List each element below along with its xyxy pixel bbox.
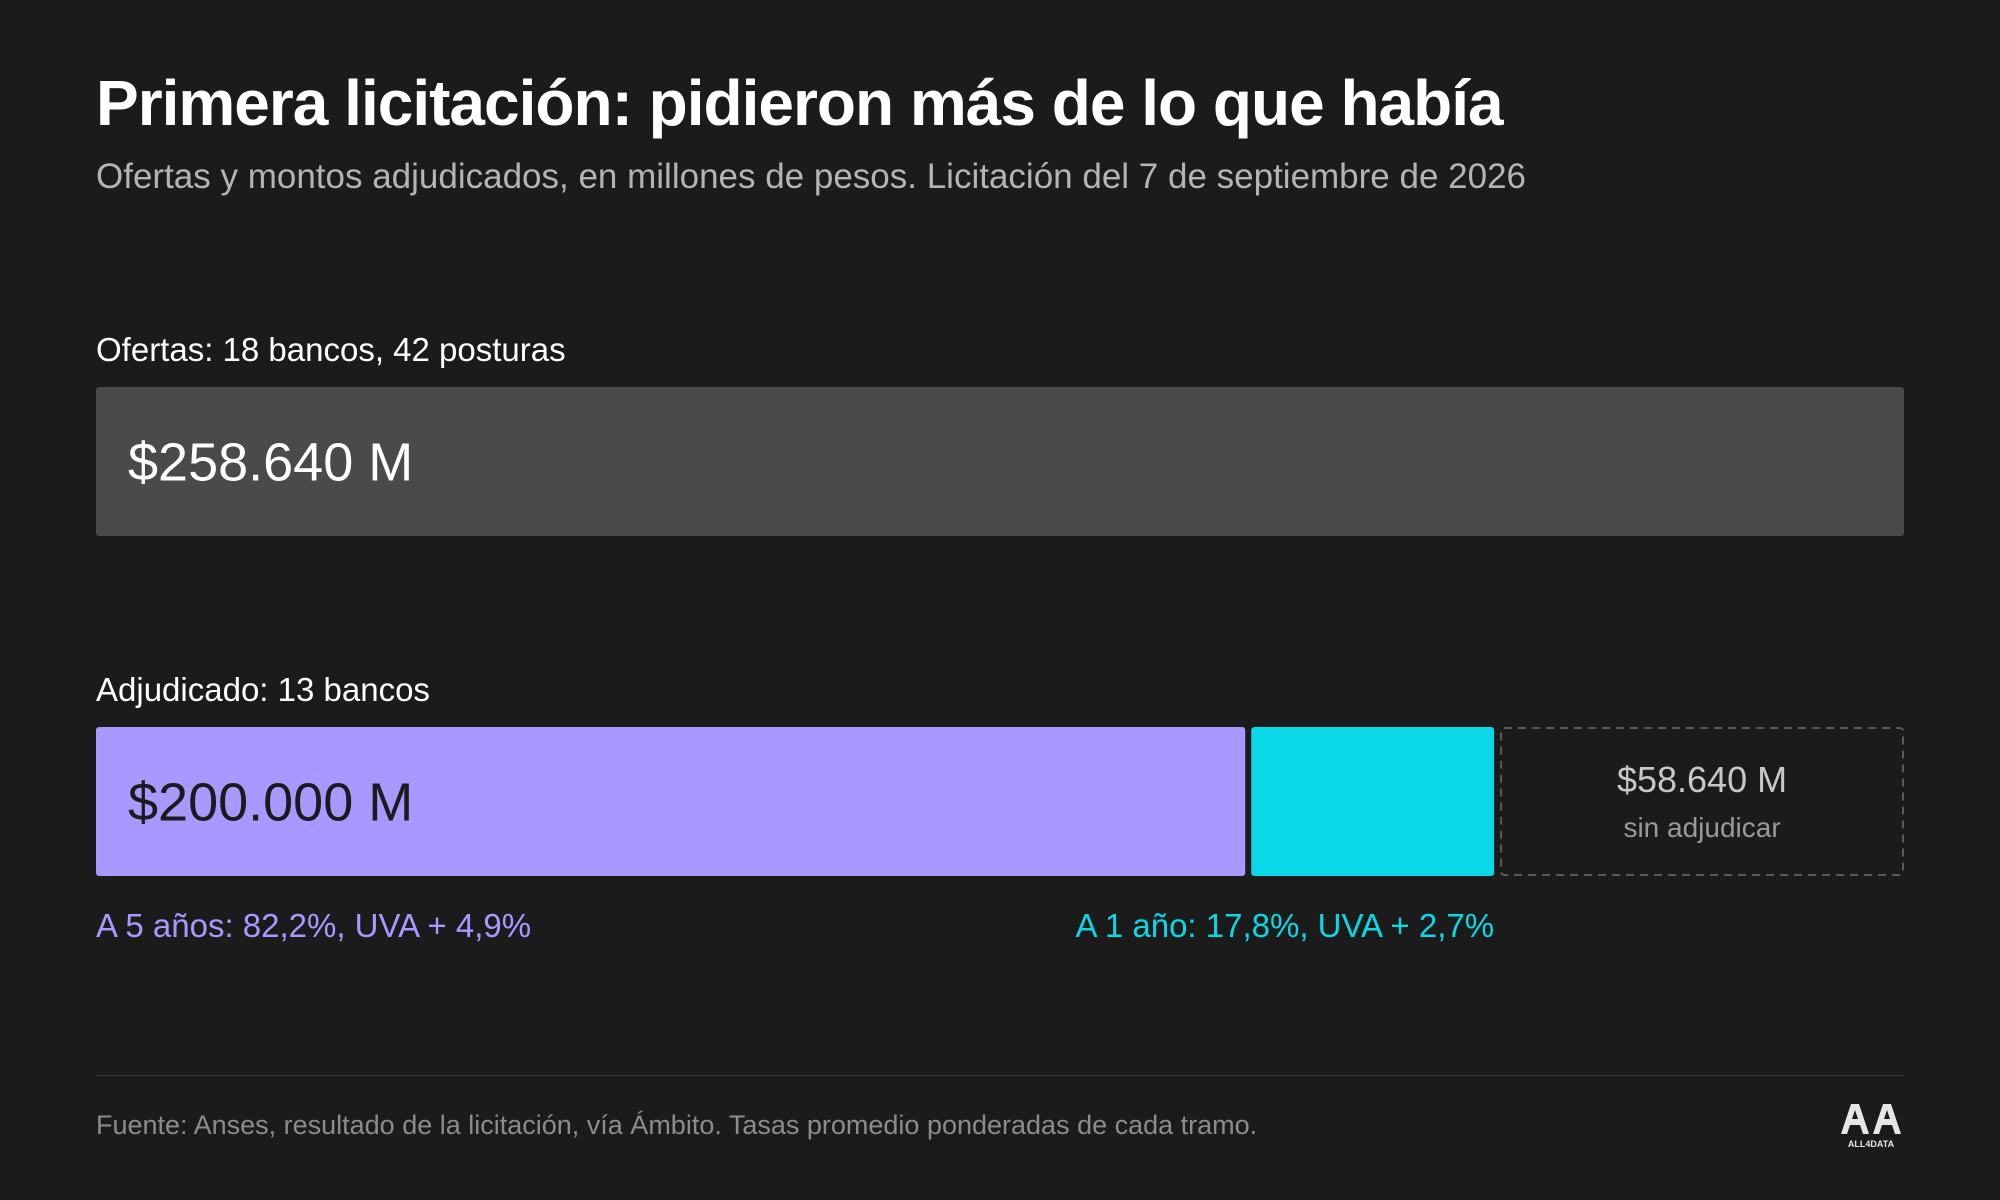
chart-title: Primera licitación: pidieron más de lo q… [96,67,1504,139]
awarded-label: Adjudicado: 13 bancos [96,671,430,708]
unawarded-box [1500,727,1904,876]
awarded-value-label: $200.000 M [128,773,413,833]
awarded-1-year-bar [1251,727,1495,876]
all4data-logo: ALL4DATA [1841,1104,1901,1149]
offers-value-label: $258.640 M [128,433,413,493]
source-note: Fuente: Anses, resultado de la licitació… [96,1110,1258,1140]
awarded-5-year-bar [96,727,1246,876]
logo-text: ALL4DATA [1848,1139,1895,1149]
unawarded-note: sin adjudicar [1623,812,1780,843]
unawarded-value-label: $58.640 M [1617,759,1787,800]
annotation-1-year: A 1 año: 17,8%, UVA + 2,7% [1075,907,1494,944]
footer-divider [96,1075,1904,1076]
annotation-5-years: A 5 años: 82,2%, UVA + 4,9% [96,907,531,944]
bar-chart: $258.640 M $200.000 M $58.640 M sin adjudic… [96,387,1904,944]
offers-label: Ofertas: 18 bancos, 42 posturas [96,331,566,368]
chart-subtitle: Ofertas y montos adjudicados, en millone… [96,157,1527,196]
offers-bar [96,387,1904,536]
